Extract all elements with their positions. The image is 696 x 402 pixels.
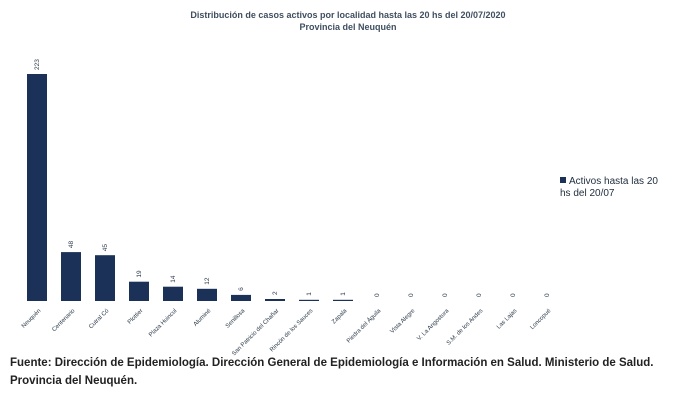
value-label-10: 0 bbox=[374, 293, 381, 297]
bar-8 bbox=[299, 299, 319, 301]
value-label-14: 0 bbox=[510, 293, 517, 297]
chart-subtitle: Provincia del Neuquén bbox=[299, 22, 397, 32]
category-labels-group: Neuquén Centenario Cutral Có Plottier Plaza … bbox=[21, 307, 553, 357]
category-label-10: Piedra del Águila bbox=[345, 307, 382, 344]
bar-3 bbox=[129, 281, 149, 301]
category-label-3: Plottier bbox=[127, 308, 144, 325]
bar-7 bbox=[265, 299, 285, 301]
value-label-11: 0 bbox=[408, 293, 415, 297]
category-label-11: Vista Alegre bbox=[390, 308, 417, 335]
value-label-6: 6 bbox=[238, 287, 245, 291]
chart-title: Distribución de casos activos por locali… bbox=[0, 9, 696, 33]
category-label-1: Centenario bbox=[51, 308, 76, 333]
value-label-8: 1 bbox=[306, 292, 313, 296]
bar-5 bbox=[197, 288, 217, 301]
bar-9 bbox=[333, 299, 353, 301]
category-label-14: Las Lajas bbox=[496, 308, 518, 330]
value-label-0: 223 bbox=[34, 59, 41, 70]
value-label-13: 0 bbox=[476, 293, 483, 297]
value-label-12: 0 bbox=[442, 293, 449, 297]
category-label-4: Plaza Huincul bbox=[148, 308, 178, 338]
bar-2 bbox=[95, 255, 115, 301]
value-label-1: 48 bbox=[68, 241, 75, 249]
category-label-12: V. La Angostura bbox=[416, 308, 451, 343]
category-label-9: Zapala bbox=[331, 308, 349, 326]
legend: Activos hasta las 20 hs del 20/07 bbox=[560, 176, 670, 200]
category-label-13: S.M. de los Andes bbox=[446, 308, 484, 346]
bar-6 bbox=[231, 294, 251, 301]
value-label-9: 1 bbox=[340, 292, 347, 296]
legend-swatch bbox=[560, 177, 566, 183]
category-label-6: Senillosa bbox=[225, 308, 247, 330]
value-label-2: 45 bbox=[102, 244, 109, 252]
category-label-15: Loncopué bbox=[530, 308, 553, 331]
value-label-4: 14 bbox=[170, 275, 177, 283]
category-label-0: Neuquén bbox=[21, 308, 42, 329]
bars-group bbox=[27, 74, 353, 301]
value-labels-group: 223 48 45 19 14 12 6 2 1 1 0 0 0 0 0 0 bbox=[34, 59, 551, 297]
bar-0 bbox=[27, 74, 47, 301]
source-note: Fuente: Dirección de Epidemiología. Dire… bbox=[10, 357, 654, 387]
value-label-3: 19 bbox=[136, 270, 143, 278]
category-label-5: Aluminé bbox=[193, 308, 213, 328]
bar-4 bbox=[163, 286, 183, 301]
legend-label: Activos hasta las 20 hs del 20/07 bbox=[560, 176, 658, 199]
value-label-7: 2 bbox=[272, 291, 279, 295]
value-label-15: 0 bbox=[544, 293, 551, 297]
chart-title-main: Distribución de casos activos por locali… bbox=[190, 10, 506, 20]
bar-1 bbox=[61, 252, 81, 301]
value-label-5: 12 bbox=[204, 277, 211, 285]
category-label-2: Cutral Có bbox=[88, 308, 111, 331]
